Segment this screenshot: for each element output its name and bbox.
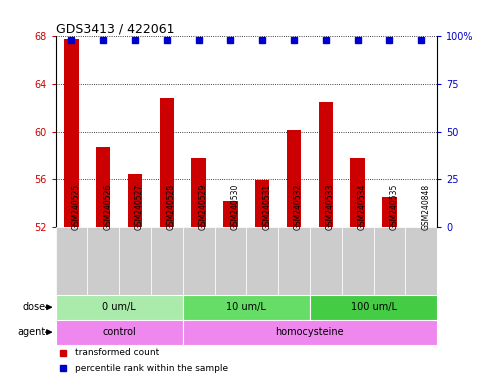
Text: dose: dose bbox=[23, 302, 46, 312]
Text: GSM240848: GSM240848 bbox=[421, 184, 430, 230]
Text: 10 um/L: 10 um/L bbox=[227, 302, 266, 312]
Bar bbox=[287, 131, 301, 227]
Text: agent: agent bbox=[18, 327, 46, 337]
Bar bbox=[405, 227, 437, 295]
Text: GSM240525: GSM240525 bbox=[71, 184, 81, 230]
Text: 100 um/L: 100 um/L bbox=[351, 302, 397, 312]
Text: GSM240527: GSM240527 bbox=[135, 184, 144, 230]
Bar bbox=[183, 227, 214, 295]
Text: 0 um/L: 0 um/L bbox=[102, 302, 136, 312]
Text: percentile rank within the sample: percentile rank within the sample bbox=[75, 364, 228, 373]
Text: GSM240532: GSM240532 bbox=[294, 184, 303, 230]
Text: GSM240530: GSM240530 bbox=[230, 184, 240, 230]
Bar bbox=[56, 295, 183, 319]
Bar bbox=[87, 227, 119, 295]
Text: control: control bbox=[102, 327, 136, 337]
Bar bbox=[128, 174, 142, 227]
Bar bbox=[414, 227, 428, 229]
Bar bbox=[246, 227, 278, 295]
Text: GSM240529: GSM240529 bbox=[199, 184, 208, 230]
Bar bbox=[183, 295, 310, 319]
Bar bbox=[96, 147, 111, 227]
Text: GSM240534: GSM240534 bbox=[357, 184, 367, 230]
Bar bbox=[342, 227, 373, 295]
Text: GSM240528: GSM240528 bbox=[167, 184, 176, 230]
Bar bbox=[310, 227, 342, 295]
Bar bbox=[382, 197, 397, 227]
Text: GSM240526: GSM240526 bbox=[103, 184, 112, 230]
Bar bbox=[223, 200, 238, 227]
Bar bbox=[255, 180, 270, 227]
Bar bbox=[64, 39, 79, 227]
Text: GSM240533: GSM240533 bbox=[326, 184, 335, 230]
Text: GDS3413 / 422061: GDS3413 / 422061 bbox=[56, 22, 174, 35]
Bar bbox=[56, 319, 183, 344]
Bar bbox=[160, 98, 174, 227]
Bar bbox=[214, 227, 246, 295]
Bar bbox=[351, 158, 365, 227]
Bar bbox=[319, 102, 333, 227]
Bar bbox=[278, 227, 310, 295]
Bar bbox=[151, 227, 183, 295]
Bar bbox=[310, 295, 437, 319]
Bar bbox=[56, 227, 87, 295]
Text: GSM240531: GSM240531 bbox=[262, 184, 271, 230]
Bar bbox=[373, 227, 405, 295]
Bar bbox=[183, 319, 437, 344]
Text: transformed count: transformed count bbox=[75, 348, 159, 357]
Bar bbox=[191, 158, 206, 227]
Text: homocysteine: homocysteine bbox=[276, 327, 344, 337]
Text: GSM240535: GSM240535 bbox=[389, 184, 398, 230]
Bar bbox=[119, 227, 151, 295]
